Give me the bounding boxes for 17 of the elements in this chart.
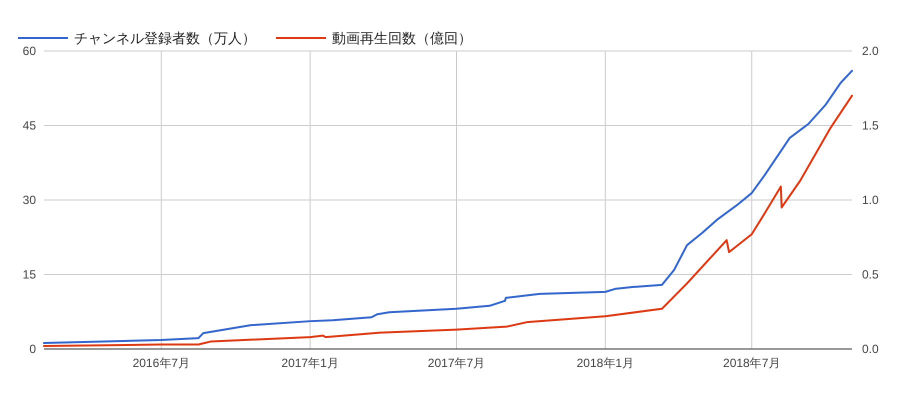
y-tick-label: 45 (22, 118, 36, 132)
y2-tick-label: 2.0 (862, 44, 880, 58)
y2-tick-label: 0.5 (862, 268, 880, 282)
y2-tick-label: 0.0 (862, 342, 880, 356)
x-tick-label: 2016年7月 (132, 356, 190, 370)
x-tick-label: 2017年1月 (281, 356, 339, 370)
x-tick-label: 2017年7月 (428, 356, 486, 370)
y-tick-label: 0 (29, 342, 36, 356)
x-tick-label: 2018年1月 (576, 356, 634, 370)
y-tick-label: 30 (22, 193, 36, 207)
x-tick-label: 2018年7月 (723, 356, 780, 370)
y2-tick-label: 1.0 (862, 193, 880, 207)
y2-tick-label: 1.5 (862, 118, 880, 132)
y-tick-label: 15 (22, 268, 36, 282)
y-tick-label: 60 (22, 44, 36, 58)
legend-label: 動画再生回数（億回） (332, 30, 472, 46)
legend-label: チャンネル登録者数（万人） (74, 30, 256, 46)
